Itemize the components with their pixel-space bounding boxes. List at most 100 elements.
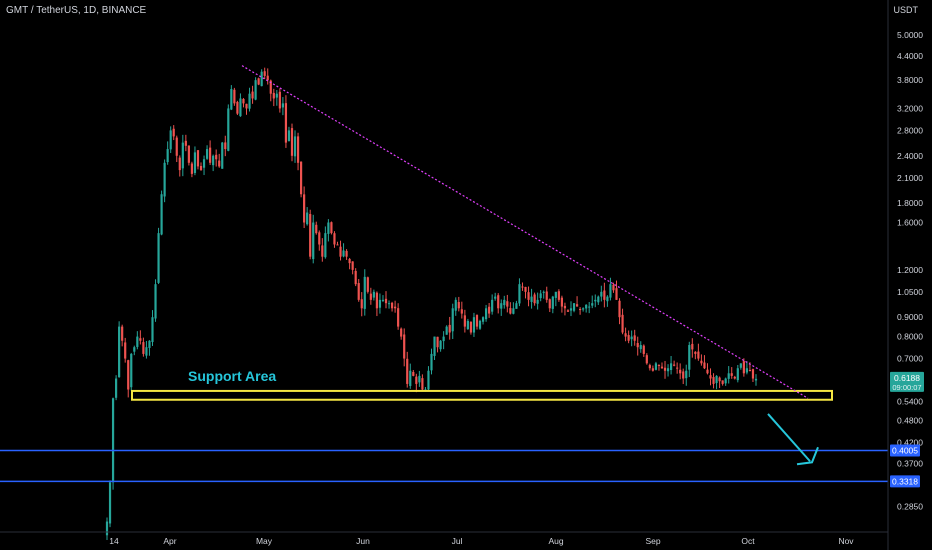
candle-body <box>657 365 661 367</box>
candle-body <box>224 142 227 150</box>
projection-arrow[interactable] <box>767 413 811 462</box>
candle-body <box>745 368 749 373</box>
candle-body <box>636 343 639 348</box>
candle-body <box>339 246 342 257</box>
candle-body <box>715 375 718 384</box>
candle-body <box>642 345 645 354</box>
candle-body <box>403 334 406 359</box>
candle-body <box>299 161 303 195</box>
descending-trendline[interactable] <box>241 65 809 399</box>
price-axis-tick: 0.9000 <box>897 312 923 322</box>
candle-body <box>221 142 224 169</box>
candle-body <box>105 521 109 536</box>
candle-body <box>190 163 194 174</box>
candle-body <box>139 338 142 341</box>
candle-body <box>754 378 758 381</box>
support-area-box[interactable] <box>131 389 833 401</box>
candle-body <box>260 71 263 87</box>
candle-body <box>627 335 630 341</box>
candle-body <box>327 222 330 234</box>
candle-body <box>397 308 400 327</box>
candle-body <box>515 303 518 309</box>
candle-body <box>503 299 506 306</box>
candle-body <box>533 294 536 304</box>
candle-body <box>121 326 124 341</box>
price-axis-tick: 0.5400 <box>897 396 923 406</box>
candle-body <box>506 301 509 307</box>
candle-body <box>151 317 154 343</box>
time-axis[interactable]: 14 Apr May Jun Jul Aug Sep Oct Nov <box>109 536 854 546</box>
candle-body <box>293 136 297 157</box>
candle-body <box>751 369 755 379</box>
candle-body <box>363 276 366 309</box>
candle-body <box>145 347 148 356</box>
candle-body <box>472 317 476 333</box>
price-axis-tick: 0.2850 <box>897 501 923 511</box>
candle-body <box>245 103 248 109</box>
candle-body <box>654 363 658 370</box>
candle-body <box>172 128 175 137</box>
candle-body <box>303 194 306 223</box>
candle-body <box>748 370 752 372</box>
candle-body <box>412 372 415 376</box>
candle-body <box>575 304 579 307</box>
candle-body <box>645 355 648 364</box>
candle-body <box>615 288 618 300</box>
candle-body <box>196 150 200 167</box>
candle-body <box>475 315 479 327</box>
candle-body <box>318 232 321 245</box>
candle-body <box>663 367 667 371</box>
candle-body <box>236 101 239 114</box>
candle-body <box>142 342 145 354</box>
candle-body <box>588 306 591 308</box>
candle-body <box>569 308 573 311</box>
candle-body <box>527 292 530 300</box>
candle-body <box>621 314 624 333</box>
candle-body <box>448 324 451 333</box>
candle-body <box>712 377 715 384</box>
candle-body <box>439 340 442 350</box>
candle-body <box>233 89 236 104</box>
candle-body <box>409 370 412 386</box>
candle-body <box>612 284 615 291</box>
level-price-label: 0.3318 <box>892 476 918 486</box>
candle-body <box>378 299 382 308</box>
candles-layer <box>105 67 758 540</box>
candle-body <box>606 296 609 302</box>
candle-body <box>133 347 136 352</box>
candle-body <box>415 376 418 384</box>
candle-body <box>366 277 369 292</box>
price-axis-tick: 4.4000 <box>897 51 923 61</box>
candle-body <box>163 162 166 197</box>
levels-layer <box>0 449 888 483</box>
candle-body <box>218 160 221 167</box>
price-axis-tick: 0.7000 <box>897 354 923 364</box>
candle-body <box>111 398 115 483</box>
time-axis-tick: 14 <box>109 536 119 546</box>
time-axis-tick: May <box>256 536 273 546</box>
candle-body <box>178 157 181 171</box>
time-axis-tick: Jul <box>452 536 463 546</box>
candle-body <box>709 375 712 379</box>
candle-body <box>205 149 209 159</box>
candle-body <box>130 353 133 388</box>
candle-body <box>124 342 127 359</box>
arrow-head-icon <box>796 446 819 466</box>
candle-body <box>563 305 567 309</box>
candle-body <box>296 136 300 163</box>
candle-body <box>394 306 397 309</box>
candle-body <box>263 71 266 76</box>
candle-body <box>703 362 706 369</box>
candle-body <box>187 145 190 163</box>
candle-body <box>266 75 269 81</box>
candle-body <box>154 284 157 319</box>
candle-body <box>354 270 357 285</box>
candle-body <box>127 360 130 390</box>
candle-body <box>736 368 739 381</box>
price-axis[interactable]: 5.0000 4.4000 3.8000 3.2000 2.8000 2.4000 2.10… <box>897 30 923 511</box>
candle-body <box>512 308 515 314</box>
candle-body <box>181 142 184 169</box>
price-axis-tick: 3.2000 <box>897 103 923 113</box>
